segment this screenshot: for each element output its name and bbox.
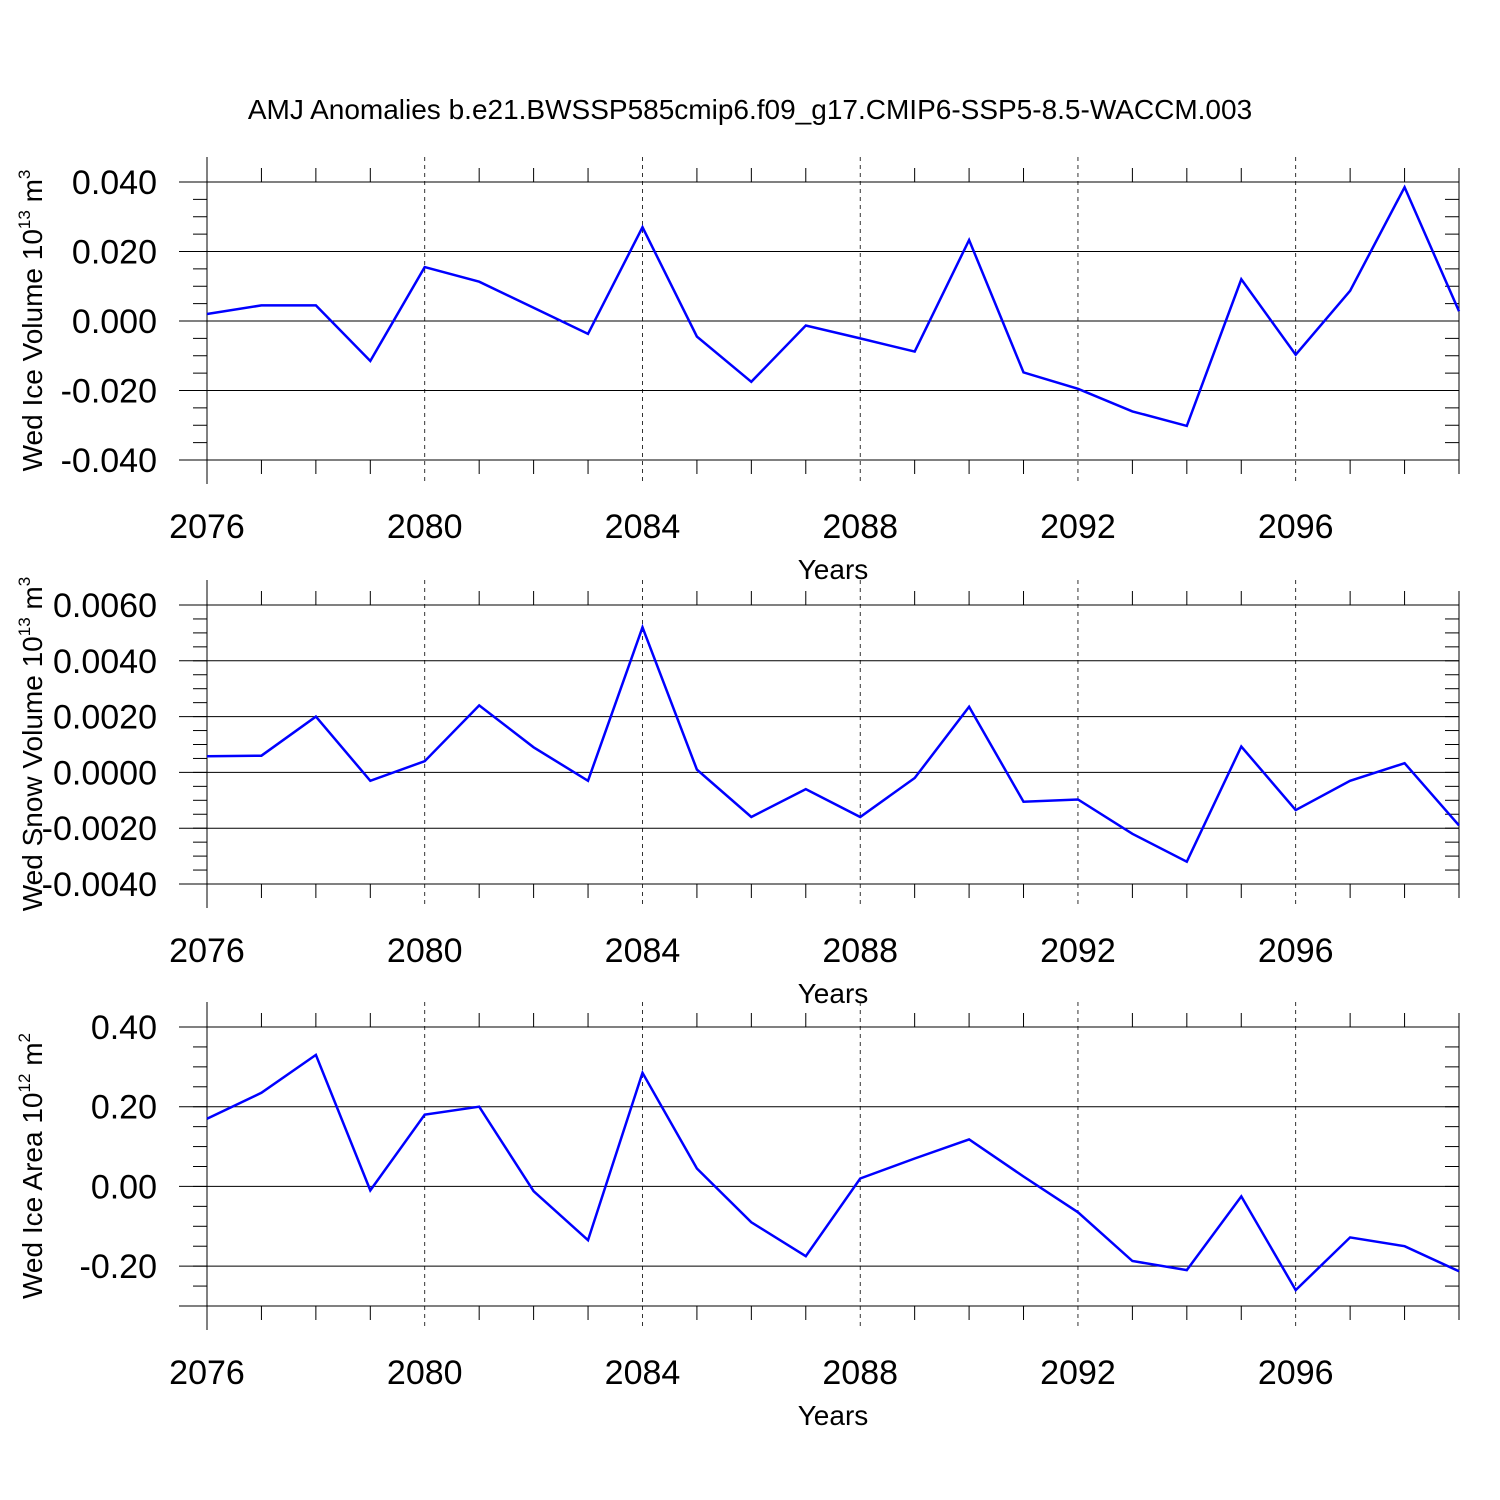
x-tick-label: 2092 (1040, 1354, 1116, 1392)
data-series-line (206, 623, 1460, 864)
x-tick-label: 2088 (822, 1354, 898, 1392)
x-tick-label: 2096 (1258, 1354, 1334, 1392)
y-tick-label: 0.0000 (53, 754, 157, 792)
y-axis-title-unit: m (17, 586, 48, 617)
x-axis-title: Years (798, 978, 869, 1009)
data-series-line (206, 184, 1461, 428)
y-tick-label: -0.0040 (42, 866, 157, 904)
x-tick-label: 2088 (822, 508, 898, 546)
y-tick-label: -0.0020 (42, 810, 157, 848)
panel-2: 2076 2080 2084 2088 2092 2096 -0.0040 -0.0020 0.… (15, 577, 1460, 1009)
x-tick-label: 2092 (1040, 932, 1116, 970)
chart-title: AMJ Anomalies b.e21.BWSSP585cmip6.f09_g1… (248, 94, 1252, 125)
y-axis-title-unit-exponent: 3 (15, 170, 34, 179)
y-axis-title: Wed Ice Area 1012 m2 (15, 1033, 48, 1299)
panel-1: 2076 2080 2084 2088 2092 2096 -0.040 -0.020 0.00… (15, 157, 1461, 585)
y-tick-label: 0.000 (72, 303, 157, 341)
x-tick-label: 2076 (169, 1354, 245, 1392)
x-tick-label: 2096 (1258, 508, 1334, 546)
y-tick-label: 0.00 (91, 1168, 157, 1206)
x-tick-label: 2084 (605, 932, 681, 970)
y-axis-title-main: Wed Ice Volume 10 (17, 229, 48, 471)
y-axis-title-exponent: 13 (15, 617, 34, 636)
x-tick-label: 2096 (1258, 932, 1334, 970)
y-axis-title-exponent: 12 (15, 1074, 34, 1093)
data-series-line (206, 1052, 1460, 1293)
y-tick-label: 0.40 (91, 1009, 157, 1047)
y-tick-label: 0.0020 (53, 699, 157, 737)
y-tick-label: 0.0040 (53, 643, 157, 681)
y-tick-label: 0.020 (72, 234, 157, 272)
y-tick-label: 0.20 (91, 1089, 157, 1127)
x-tick-label: 2080 (387, 932, 463, 970)
y-axis-title-unit: m (17, 179, 48, 210)
y-axis-title-main: Wed Snow Volume 10 (17, 636, 48, 911)
x-tick-label: 2088 (822, 932, 898, 970)
y-axis-title-unit-exponent: 3 (15, 577, 34, 586)
y-tick-label: -0.20 (80, 1248, 158, 1286)
x-tick-label: 2084 (605, 1354, 681, 1392)
y-tick-label: -0.040 (61, 442, 157, 480)
y-axis-title-exponent: 13 (15, 210, 34, 229)
y-axis-title: Wed Snow Volume 1013 m3 (15, 577, 48, 911)
x-axis-title: Years (798, 1400, 869, 1431)
y-axis-title-main: Wed Ice Area 10 (17, 1093, 48, 1300)
x-tick-label: 2076 (169, 508, 245, 546)
y-tick-label: 0.0060 (53, 587, 157, 625)
y-tick-label: -0.020 (61, 373, 157, 411)
y-tick-label: 0.040 (72, 164, 157, 202)
x-axis-title: Years (798, 554, 869, 585)
x-tick-label: 2092 (1040, 508, 1116, 546)
y-axis-title-unit: m (17, 1042, 48, 1073)
y-axis-title: Wed Ice Volume 1013 m3 (15, 170, 48, 472)
x-tick-label: 2076 (169, 932, 245, 970)
x-tick-label: 2080 (387, 1354, 463, 1392)
panel-3: 2076 2080 2084 2088 2092 2096 -0.20 0.00 0.20 0.4… (15, 1002, 1460, 1431)
x-tick-label: 2084 (605, 508, 681, 546)
y-axis-title-unit-exponent: 2 (15, 1033, 34, 1042)
x-tick-label: 2080 (387, 508, 463, 546)
